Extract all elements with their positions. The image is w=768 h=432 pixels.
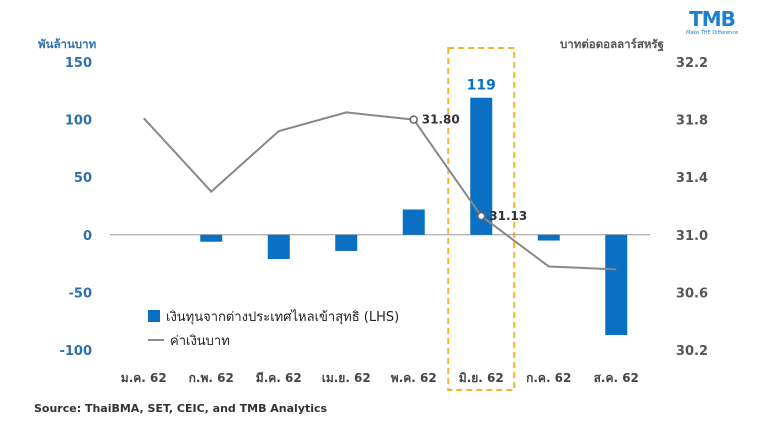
- legend-bar-swatch: [148, 310, 160, 322]
- right-axis-tick: 32.2: [676, 56, 708, 71]
- line-point-marker: [477, 211, 486, 221]
- bar: [537, 234, 560, 241]
- left-axis-tick: -50: [69, 286, 93, 301]
- right-axis-tick: 30.2: [676, 344, 708, 359]
- bar: [267, 234, 290, 259]
- baht-line: [143, 111, 617, 271]
- legend-item-line: ค่าเงินบาท: [148, 328, 399, 352]
- bar-data-label: 119: [467, 78, 496, 94]
- left-axis-tick: 100: [65, 114, 92, 129]
- left-axis-tick: -100: [59, 344, 92, 359]
- right-axis-tick: 31.4: [676, 171, 708, 186]
- category-label: ส.ค. 62: [594, 371, 639, 385]
- bar: [605, 234, 628, 336]
- legend-line-swatch: [148, 339, 164, 341]
- category-label: ม.ค. 62: [121, 371, 167, 385]
- legend-line-label: ค่าเงินบาท: [170, 333, 230, 349]
- left-axis-unit: พันล้านบาท: [38, 37, 97, 51]
- category-label: ก.ค. 62: [526, 371, 571, 385]
- tmb-logo: TMB Make THE Difference: [676, 8, 748, 36]
- left-axis-tick: 0: [83, 229, 92, 244]
- left-axis-tick: 50: [74, 171, 92, 186]
- source-note: Source: ThaiBMA, SET, CEIC, and TMB Anal…: [34, 402, 328, 415]
- right-axis-unit: บาทต่อดอลลาร์สหรัฐ: [560, 37, 664, 51]
- left-axis-tick: 150: [65, 56, 92, 71]
- logo-tagline: Make THE Difference: [685, 30, 739, 36]
- legend-bar-label: เงินทุนจากต่างประเทศไหลเข้าสุทธิ (LHS): [166, 309, 400, 325]
- legend: เงินทุนจากต่างประเทศไหลเข้าสุทธิ (LHS) ค…: [148, 304, 399, 352]
- category-label: พ.ค. 62: [391, 371, 437, 385]
- right-axis-tick: 31.0: [676, 229, 708, 244]
- line-data-label: 31.13: [489, 209, 527, 223]
- category-label: มิ.ย. 62: [459, 371, 504, 385]
- line-point-marker: [409, 115, 418, 124]
- bar: [200, 234, 223, 242]
- logo-text: TMB: [689, 7, 736, 31]
- bar: [402, 209, 425, 235]
- bar: [335, 234, 358, 251]
- category-label: เม.ย. 62: [322, 371, 371, 385]
- bar: [470, 97, 493, 235]
- right-axis-tick: 30.6: [676, 286, 708, 301]
- legend-item-bar: เงินทุนจากต่างประเทศไหลเข้าสุทธิ (LHS): [148, 304, 399, 328]
- right-axis-tick: 31.8: [676, 114, 708, 129]
- category-label: ก.พ. 62: [189, 371, 234, 385]
- highlight-box: [447, 47, 516, 391]
- category-label: มี.ค. 62: [256, 371, 302, 385]
- line-data-label: 31.80: [422, 113, 460, 127]
